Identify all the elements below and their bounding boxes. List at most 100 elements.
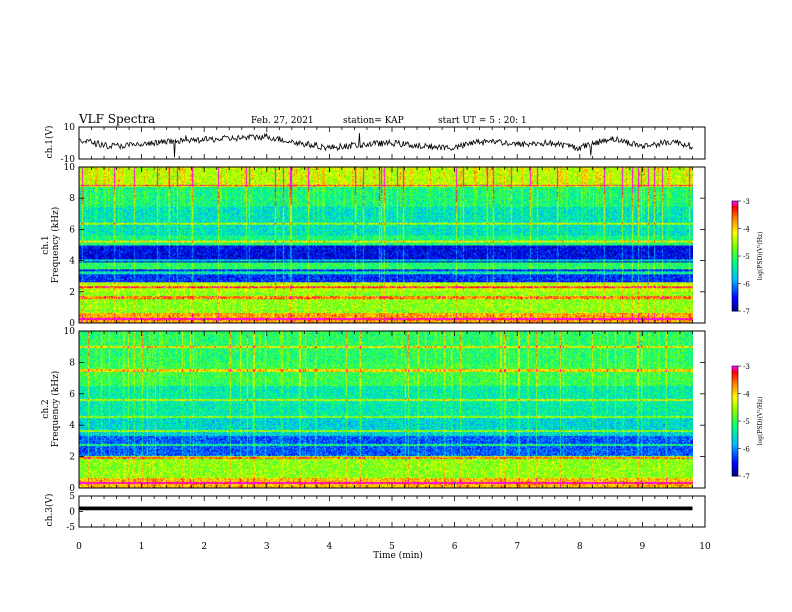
- colorbar-segment: [732, 202, 738, 206]
- colorbar-segment: [732, 377, 738, 380]
- figure-title: VLF Spectra: [78, 112, 155, 126]
- colorbar-segment: [732, 263, 738, 266]
- colorbar-tick-label: -5: [743, 418, 750, 426]
- y-tick-label: 2: [69, 453, 75, 463]
- ch1-ylabel: ch.1(V): [44, 126, 55, 159]
- colorbar-segment: [732, 461, 738, 464]
- ch1-colorbar: -3 -4 -5 -6 -7 log(PSD)(V²/Hz): [731, 198, 764, 316]
- colorbar-segment: [732, 406, 738, 409]
- colorbar-segment: [732, 367, 738, 371]
- ch3-waveform-trace: [79, 506, 693, 511]
- ch2-spec-ylabel-channel: ch.2: [41, 399, 51, 418]
- colorbar-tick-label: -6: [743, 281, 750, 289]
- colorbar-segment: [732, 257, 738, 261]
- colorbar-segment: [732, 450, 738, 453]
- colorbar-segment: [732, 457, 738, 460]
- ch3-waveform-panel: 5 0 -5: [66, 492, 706, 533]
- colorbar-segment: [732, 305, 738, 308]
- start-time-label: start UT = 5 : 20: 1: [438, 116, 527, 126]
- x-tick-label: 10: [699, 542, 711, 552]
- colorbar-label: log(PSD)(V²/Hz): [757, 232, 764, 281]
- colorbar-segment: [732, 212, 738, 215]
- colorbar-segment: [732, 243, 738, 246]
- x-axis-label: Time (min): [373, 550, 423, 561]
- y-tick-label: 0: [69, 319, 75, 329]
- colorbar-segment: [732, 223, 738, 226]
- colorbar-segment: [732, 270, 738, 273]
- y-tick-label: 10: [64, 163, 76, 173]
- ch1-spec-ylabel: Frequency (kHz): [50, 207, 61, 284]
- colorbar-segment: [732, 428, 738, 431]
- colorbar-segment: [732, 437, 738, 440]
- ch1-waveform-panel: 10 -10: [61, 123, 706, 165]
- y-tick-label: 5: [69, 492, 75, 502]
- colorbar-segment: [732, 366, 738, 369]
- colorbar-segment: [732, 466, 738, 470]
- colorbar-segment: [732, 470, 738, 473]
- y-tick-label: 10: [64, 123, 76, 133]
- colorbar-segment: [732, 245, 738, 248]
- colorbar-segment: [732, 296, 738, 299]
- colorbar-segment: [732, 259, 738, 262]
- colorbar-segment: [732, 415, 738, 418]
- y-tick-label: 4: [69, 421, 75, 431]
- colorbar-segment: [732, 421, 738, 424]
- ch1-spectrogram-panel: 0 2 4 6 8 10: [64, 163, 706, 329]
- colorbar-tick-label: -6: [743, 446, 750, 454]
- colorbar-segment: [732, 241, 738, 244]
- colorbar-segment: [732, 224, 738, 228]
- colorbar-label: log(PSD)(V²/Hz): [757, 397, 764, 446]
- colorbar-segment: [732, 430, 738, 433]
- ch1-spectrogram-image: [79, 167, 693, 323]
- colorbar-segment: [732, 226, 738, 229]
- colorbar-segment: [732, 274, 738, 277]
- colorbar-segment: [732, 204, 738, 207]
- y-tick-label: 6: [69, 225, 75, 235]
- colorbar-segment: [732, 285, 738, 288]
- colorbar-segment: [732, 444, 738, 448]
- colorbar-segment: [732, 474, 738, 477]
- colorbar-segment: [732, 303, 738, 306]
- y-tick-label: 0: [69, 508, 75, 518]
- colorbar-segment: [732, 256, 738, 259]
- colorbar-segment: [732, 283, 738, 286]
- x-tick-label: 5: [389, 542, 395, 552]
- colorbar-segment: [732, 465, 738, 468]
- x-tick-label: 7: [514, 542, 520, 552]
- colorbar-segment: [732, 468, 738, 471]
- ch2-colorbar: -3 -4 -5 -6 -7 log(PSD)(V²/Hz): [731, 363, 764, 481]
- colorbar-segment: [732, 201, 738, 204]
- colorbar-segment: [732, 443, 738, 446]
- colorbar-segment: [732, 272, 738, 275]
- colorbar-segment: [732, 298, 738, 301]
- colorbar-segment: [732, 391, 738, 394]
- colorbar-segment: [732, 221, 738, 224]
- colorbar-tick-label: -7: [743, 308, 750, 316]
- colorbar-segment: [732, 400, 738, 404]
- colorbar-segment: [732, 459, 738, 462]
- colorbar-segment: [732, 265, 738, 268]
- colorbar-segment: [732, 219, 738, 222]
- ch2-spectrogram-image: [79, 331, 693, 488]
- colorbar-segment: [732, 261, 738, 264]
- colorbar-segment: [732, 422, 738, 426]
- colorbar-segment: [732, 426, 738, 429]
- colorbar-segment: [732, 399, 738, 402]
- colorbar-segment: [732, 217, 738, 220]
- colorbar-segment: [732, 393, 738, 396]
- colorbar-segment: [732, 371, 738, 374]
- x-tick-label: 6: [452, 542, 458, 552]
- y-tick-label: -5: [66, 523, 75, 533]
- colorbar-segment: [732, 287, 738, 290]
- colorbar-segment: [732, 424, 738, 427]
- x-tick-label: 8: [577, 542, 583, 552]
- colorbar-segment: [732, 395, 738, 398]
- x-tick-label: 3: [264, 542, 270, 552]
- colorbar-segment: [732, 369, 738, 372]
- colorbar-segment: [732, 248, 738, 251]
- colorbar-tick-label: -7: [743, 473, 750, 481]
- colorbar-segment: [732, 215, 738, 218]
- colorbar-segment: [732, 228, 738, 231]
- colorbar-segment: [732, 301, 738, 305]
